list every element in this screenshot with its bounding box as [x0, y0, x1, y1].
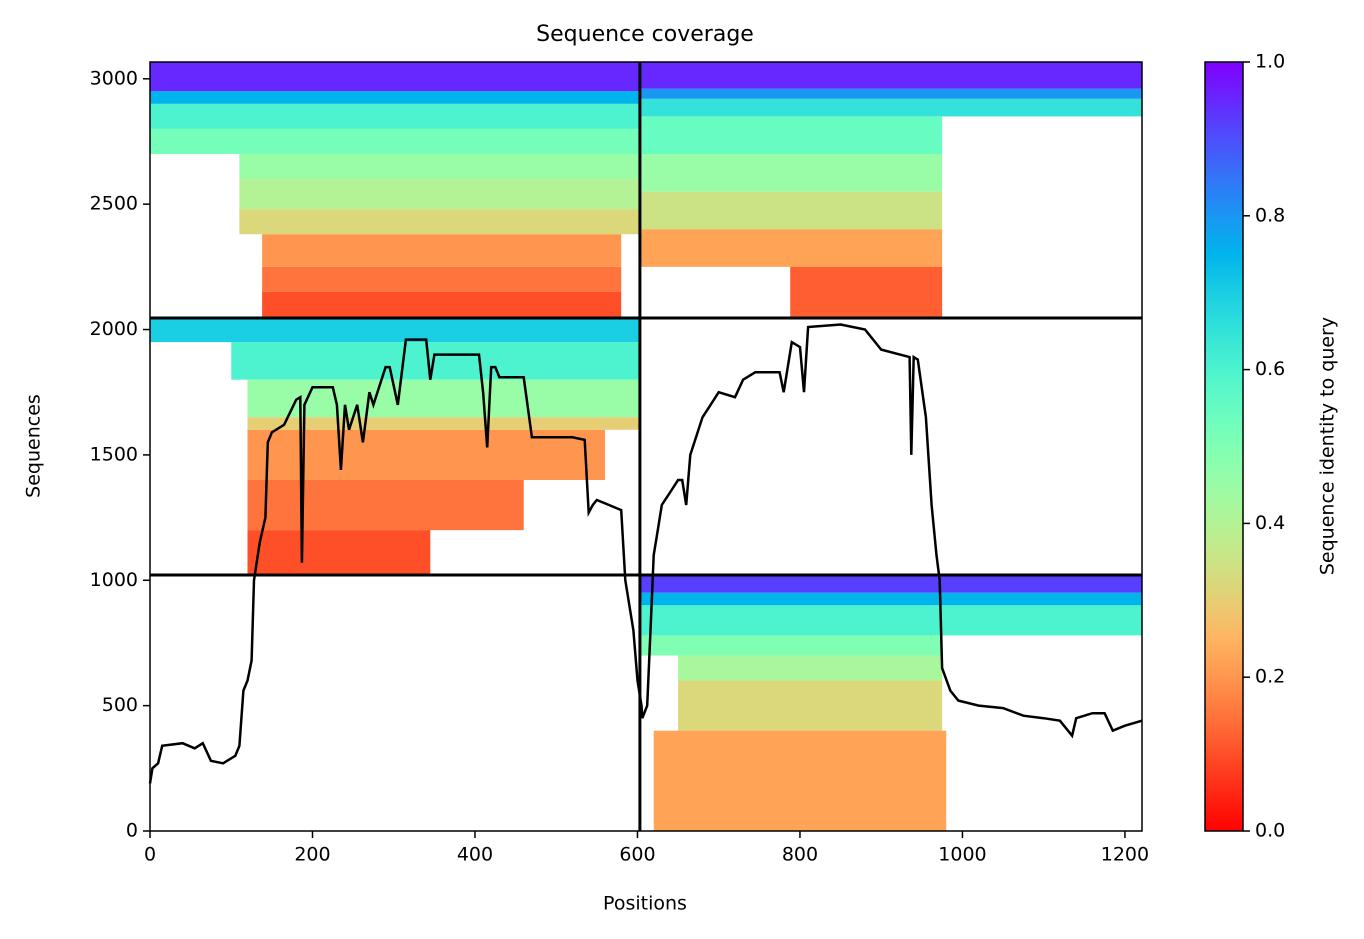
chart-title: Sequence coverage [536, 22, 754, 47]
y-tick-label: 500 [102, 694, 138, 716]
colorbar-tick-label: 0.0 [1255, 820, 1285, 842]
coverage-block [247, 530, 431, 576]
coverage-block [639, 229, 943, 267]
coverage-block [239, 209, 640, 235]
coverage-block [262, 291, 622, 318]
y-tick-label: 3000 [90, 67, 138, 89]
colorbar-tick-label: 0.8 [1255, 204, 1285, 226]
colorbar-label: Sequence identity to query [1317, 317, 1339, 575]
x-tick-label: 800 [782, 844, 818, 866]
x-tick-label: 0 [144, 844, 156, 866]
y-tick-label: 1000 [90, 569, 138, 591]
coverage-block [247, 479, 524, 531]
y-tick-label: 0 [126, 820, 138, 842]
coverage-block [639, 191, 943, 230]
y-tick-label: 1500 [90, 443, 138, 465]
coverage-block [150, 128, 640, 155]
y-tick-label: 2500 [90, 193, 138, 215]
coverage-block [150, 317, 640, 343]
colorbar-tick-label: 0.6 [1255, 358, 1285, 380]
x-tick-label: 1000 [938, 844, 986, 866]
coverage-block [150, 103, 640, 129]
coverage-block [639, 116, 943, 155]
x-tick-label: 200 [294, 844, 330, 866]
coverage-block [247, 379, 640, 418]
coverage-block [150, 62, 640, 92]
coverage-block [653, 730, 947, 831]
y-axis-label: Sequences [23, 394, 45, 498]
coverage-block [678, 655, 943, 681]
colorbar-tick-label: 0.4 [1255, 512, 1285, 534]
coverage-block [639, 575, 1142, 593]
x-tick-label: 1200 [1101, 844, 1149, 866]
y-tick-label: 2000 [90, 318, 138, 340]
x-tick-label: 400 [457, 844, 493, 866]
coverage-block [639, 635, 943, 656]
coverage-block [231, 342, 640, 380]
coverage-block [247, 417, 640, 430]
coverage-block [262, 234, 622, 267]
coverage-block [639, 605, 1142, 636]
coverage-block [790, 266, 943, 318]
coverage-block [639, 88, 1142, 99]
colorbar-tick-label: 0.2 [1255, 666, 1285, 688]
coverage-line [148, 323, 1143, 784]
coverage-block [678, 680, 943, 731]
plot-frame [149, 61, 1143, 832]
coverage-block [639, 98, 1142, 117]
colorbar [1204, 61, 1244, 832]
coverage-block [239, 179, 640, 210]
colorbar-tick-label: 1.0 [1255, 51, 1285, 73]
coverage-block [639, 592, 1142, 606]
coverage-block [239, 154, 640, 180]
x-tick-label: 600 [619, 844, 655, 866]
coverage-block [639, 154, 943, 192]
coverage-block [262, 266, 622, 292]
coverage-block [150, 91, 640, 104]
x-axis-label: Positions [603, 893, 687, 915]
coverage-block [639, 62, 1142, 89]
